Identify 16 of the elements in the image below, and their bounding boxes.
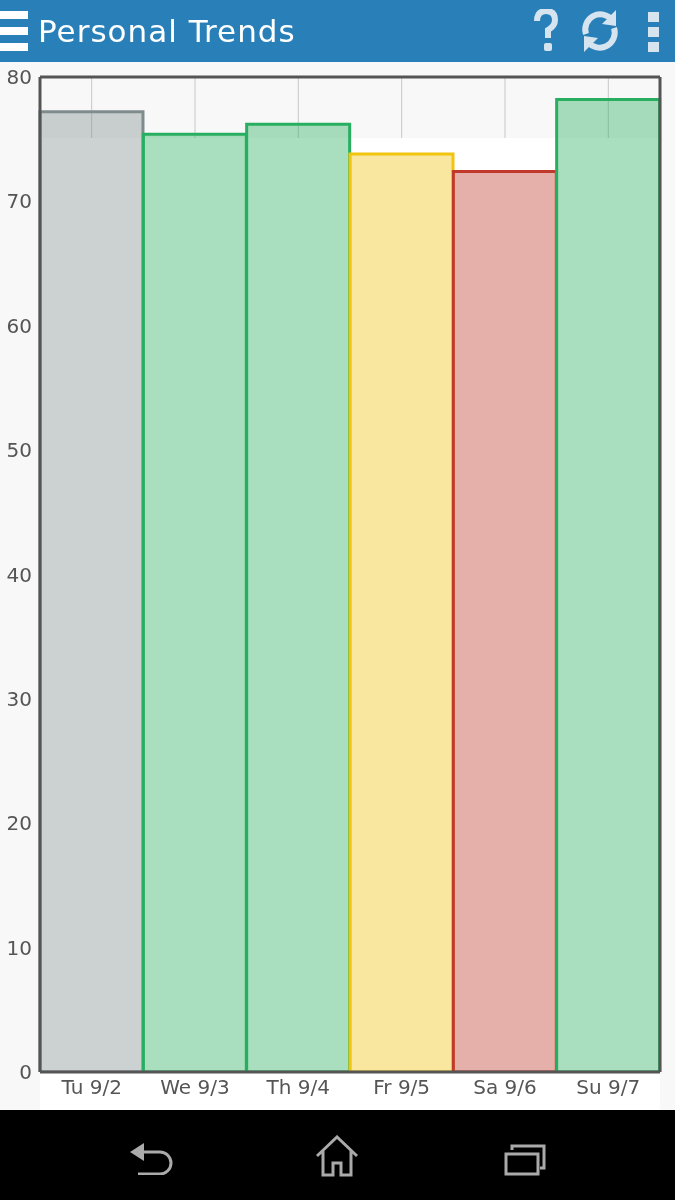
x-tick-label: Th 9/4 (265, 1075, 331, 1100)
y-tick-label: 0 (19, 1060, 32, 1085)
y-tick-label: 80 (6, 65, 32, 90)
y-tick-label: 20 (6, 811, 32, 836)
y-tick-label: 10 (6, 935, 32, 960)
chart-title: Personal Trends (38, 13, 296, 49)
y-tick-label: 60 (6, 313, 32, 338)
y-tick-label: 70 (6, 189, 32, 214)
y-tick-label: 50 (6, 438, 32, 463)
x-tick-label: Sa 9/6 (473, 1075, 537, 1100)
y-tick-label: 40 (6, 562, 32, 587)
x-tick-label: We 9/3 (160, 1075, 230, 1100)
x-tick-label: Tu 9/2 (60, 1075, 122, 1100)
y-tick-label: 30 (6, 686, 32, 711)
x-tick-label: Su 9/7 (576, 1075, 641, 1100)
x-tick-label: Fr 9/5 (373, 1075, 431, 1100)
